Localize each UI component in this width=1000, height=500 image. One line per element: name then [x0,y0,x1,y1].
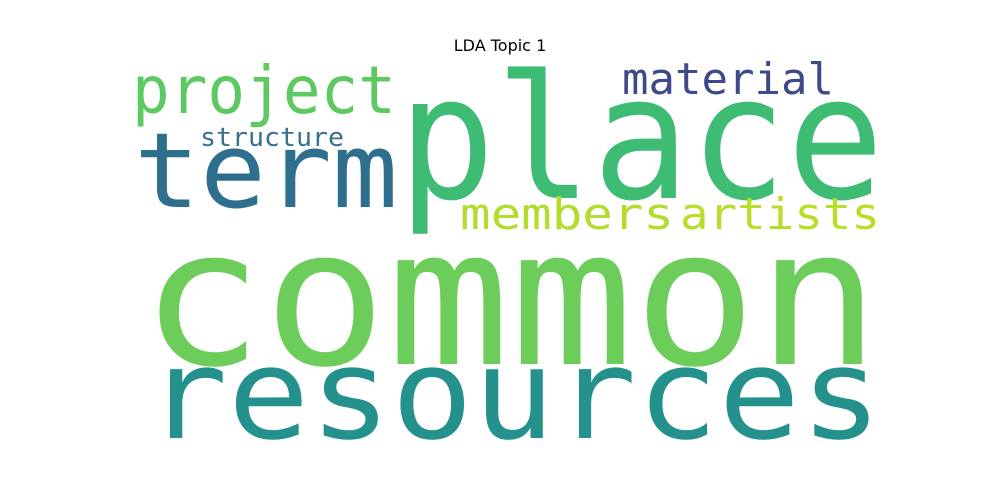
word-place: place [398,38,884,239]
figure-title: LDA Topic 1 [453,36,547,55]
word-term: term [134,110,398,232]
word-project: project [132,52,396,129]
word-artists: artists [680,189,880,240]
word-common: common [140,188,880,409]
word-resources: resources [146,321,882,468]
word-structure: structure [200,123,344,153]
word-material: material [622,54,834,105]
word-members: members [460,189,674,240]
